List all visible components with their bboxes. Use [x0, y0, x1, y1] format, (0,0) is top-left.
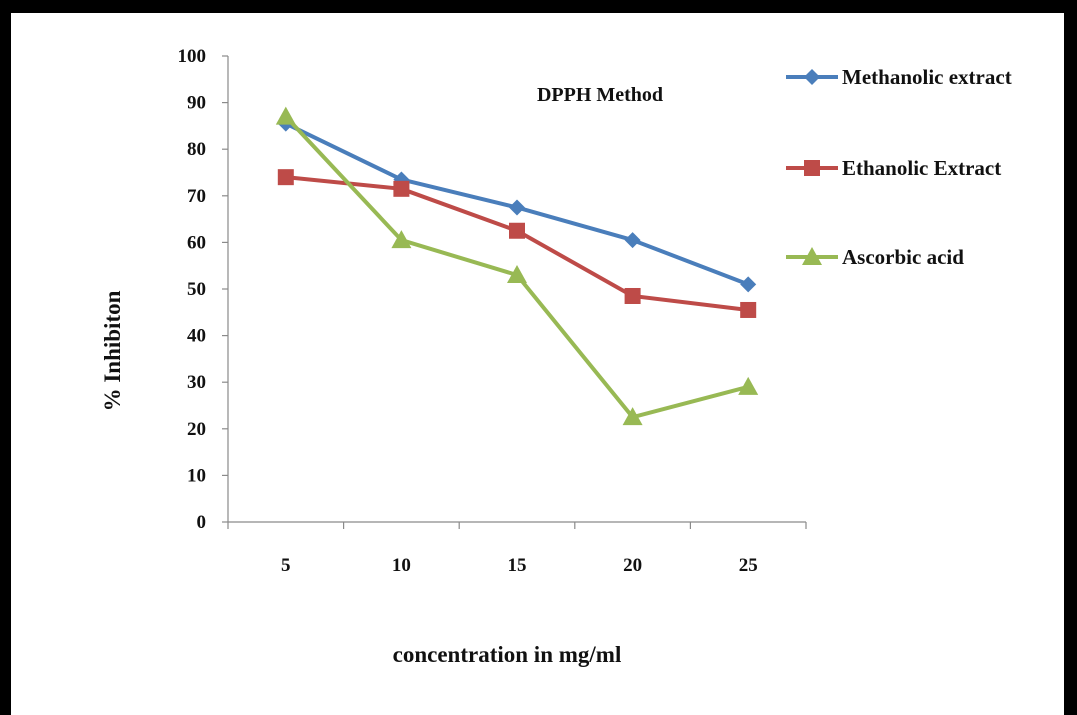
y-tick-label: 20: [187, 419, 206, 440]
legend-swatch-marker: [802, 247, 822, 265]
data-point: [622, 407, 643, 426]
data-point: [277, 169, 294, 186]
legend-label: Ethanolic Extract: [842, 156, 1001, 180]
legend-swatch-marker: [804, 69, 820, 85]
x-tick-label: 15: [508, 555, 527, 576]
data-point: [740, 301, 757, 318]
data-point: [507, 265, 527, 284]
y-tick-label: 90: [187, 93, 206, 114]
data-point: [509, 222, 525, 239]
legend-swatch-marker: [804, 160, 820, 176]
series-line: [285, 175, 749, 312]
legend-label: Ascorbic acid: [842, 245, 964, 269]
legend-item: Ethanolic Extract: [786, 156, 1001, 180]
x-tick-label: 25: [739, 555, 758, 576]
y-tick-label: 80: [187, 139, 206, 160]
series-square: [277, 169, 757, 318]
x-axis-title: concentration in mg/ml: [393, 642, 622, 667]
y-tick-label: 60: [187, 232, 206, 253]
y-tick-label: 70: [187, 186, 206, 207]
data-point: [740, 276, 757, 293]
y-tick-label: 30: [187, 372, 206, 393]
y-tick-label: 50: [187, 279, 206, 300]
y-axis-title: % Inhibiton: [100, 290, 125, 411]
x-tick-label: 10: [392, 555, 411, 576]
data-point: [275, 106, 296, 125]
legend: Methanolic extract Ethanolic Extract Ascor…: [786, 65, 1012, 269]
y-tick-label: 100: [178, 46, 207, 67]
axes: 0 10 20 30 40 50 60 70 80 90 100 5 10 15 20 25: [178, 46, 807, 576]
x-tick-label: 20: [623, 555, 642, 576]
data-point: [624, 232, 641, 249]
y-tick-label: 10: [187, 465, 206, 486]
y-tick-label: 40: [187, 326, 206, 347]
legend-item: Ascorbic acid: [786, 245, 964, 269]
series-layer: [275, 106, 759, 426]
legend-item: Methanolic extract: [786, 65, 1012, 89]
x-tick-label: 5: [281, 555, 291, 576]
series-triangle: [275, 106, 759, 426]
chart-title: DPPH Method: [537, 84, 663, 106]
data-point: [509, 199, 525, 216]
legend-label: Methanolic extract: [842, 65, 1012, 89]
data-point: [624, 287, 641, 304]
data-point: [391, 230, 412, 249]
data-point: [738, 376, 759, 395]
data-point: [393, 180, 410, 197]
y-tick-label: 0: [197, 512, 207, 533]
